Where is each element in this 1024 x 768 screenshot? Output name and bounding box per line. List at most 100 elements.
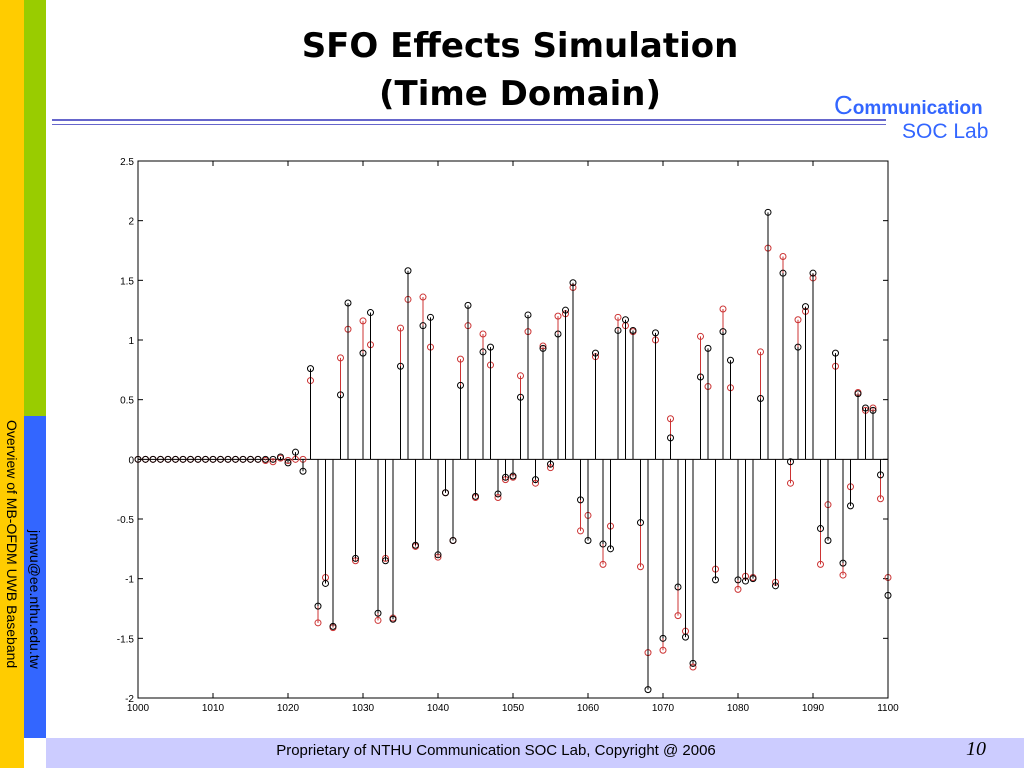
stem-marker (659, 634, 667, 642)
stem-marker (802, 303, 809, 311)
title-line-2: (Time Domain) (378, 74, 662, 114)
stem-marker (374, 616, 382, 624)
stem-marker (689, 663, 697, 671)
stem-marker (734, 585, 742, 593)
stem-marker (449, 536, 457, 544)
stem-marker (532, 479, 539, 487)
stem-marker (727, 356, 734, 364)
footer-bar (46, 738, 1024, 768)
stem-marker (869, 406, 877, 414)
stem-marker (269, 458, 277, 466)
stem-marker (854, 390, 862, 398)
stem-marker (149, 455, 157, 463)
logo-communication: Communication (834, 90, 983, 121)
stem-marker (547, 464, 554, 472)
stem-marker (667, 434, 674, 442)
x-tick-label: 1010 (202, 703, 225, 714)
stem-marker (457, 381, 464, 389)
stem-marker (337, 391, 344, 399)
stem-marker (599, 540, 607, 548)
stem-marker (494, 490, 502, 498)
logo-initial: C (834, 90, 853, 120)
stem-marker (479, 348, 487, 356)
y-tick-label: 1.5 (120, 276, 134, 287)
stem-marker (719, 305, 727, 313)
stem-marker (194, 455, 202, 463)
stem-marker (562, 306, 569, 314)
stem-marker (824, 536, 832, 544)
stem-marker (637, 563, 644, 571)
stem-marker (622, 316, 629, 324)
stem-marker (637, 519, 644, 527)
stem-marker (682, 633, 689, 641)
stem-marker (757, 394, 764, 402)
stem-marker (764, 208, 772, 216)
left-yellow-bar (0, 0, 24, 768)
stem-marker (532, 476, 539, 484)
stem-marker (757, 348, 764, 356)
left-blue-bar (24, 416, 46, 738)
stem-marker (374, 609, 382, 617)
stem-marker (524, 311, 532, 319)
stem-marker (164, 455, 172, 463)
stem-marker (427, 313, 434, 321)
stem-marker (554, 330, 562, 338)
stem-marker (817, 525, 824, 533)
x-tick-label: 1060 (577, 703, 600, 714)
stem-marker (442, 489, 449, 497)
stem-marker (719, 328, 727, 336)
stem-marker (547, 460, 554, 468)
y-tick-label: 2.5 (120, 157, 134, 168)
stem-marker (314, 619, 322, 627)
stem-marker (322, 579, 329, 587)
stem-marker (517, 393, 524, 401)
stem-marker (584, 536, 592, 544)
stem-marker (652, 329, 659, 337)
stem-marker (697, 332, 704, 340)
stem-marker (614, 326, 622, 334)
slide-title: SFO Effects Simulation (Time Domain) (200, 22, 840, 118)
y-tick-label: -1.5 (117, 634, 135, 645)
stem-marker (487, 343, 494, 351)
y-tick-label: 1 (128, 336, 134, 347)
stem-marker (382, 557, 389, 565)
stem-marker (704, 344, 712, 352)
stem-marker (307, 365, 314, 373)
stem-marker (667, 415, 674, 423)
side-title: Overview of MB-OFDM UWB Baseband (4, 420, 20, 669)
stem-marker (134, 455, 142, 463)
logo-soc-lab: SOC Lab (902, 120, 989, 143)
page-number: 10 (966, 738, 986, 760)
stem-marker (689, 659, 697, 667)
stem-marker (464, 301, 472, 309)
stem-marker (839, 571, 847, 579)
stem-marker (554, 312, 562, 320)
stem-plot: -2 -1.5 -1 -0.5 0 0.5 1 1.5 2 2.5 1000 1010 1020 1030… (117, 157, 899, 714)
stem-marker (509, 472, 517, 480)
side-email: jmwu@ee.nthu.edu.tw (27, 530, 43, 669)
plot-frame (137, 160, 889, 699)
stem-marker (839, 559, 847, 567)
stem-marker (539, 344, 547, 352)
stem-marker (809, 269, 817, 277)
stem-marker (352, 554, 359, 562)
title-rule (52, 119, 886, 121)
title-line-1: SFO Effects Simulation (301, 26, 739, 66)
stem-marker (577, 527, 584, 535)
x-tick-label: 1090 (802, 703, 825, 714)
y-tick-label: -2 (125, 694, 134, 705)
y-tick-label: -0.5 (117, 515, 135, 526)
stem-marker (247, 455, 254, 463)
stem-marker (179, 455, 187, 463)
stem-marker (209, 455, 217, 463)
stem-marker (659, 646, 667, 654)
stem-marker (299, 467, 307, 475)
stem-marker (412, 541, 419, 549)
stem-marker (779, 269, 787, 277)
stem-marker (599, 560, 607, 568)
stem-marker (157, 455, 164, 463)
stem-marker (502, 473, 509, 481)
stem-marker (277, 453, 284, 461)
stem-marker (314, 602, 322, 610)
title-rule-thin (52, 124, 886, 125)
